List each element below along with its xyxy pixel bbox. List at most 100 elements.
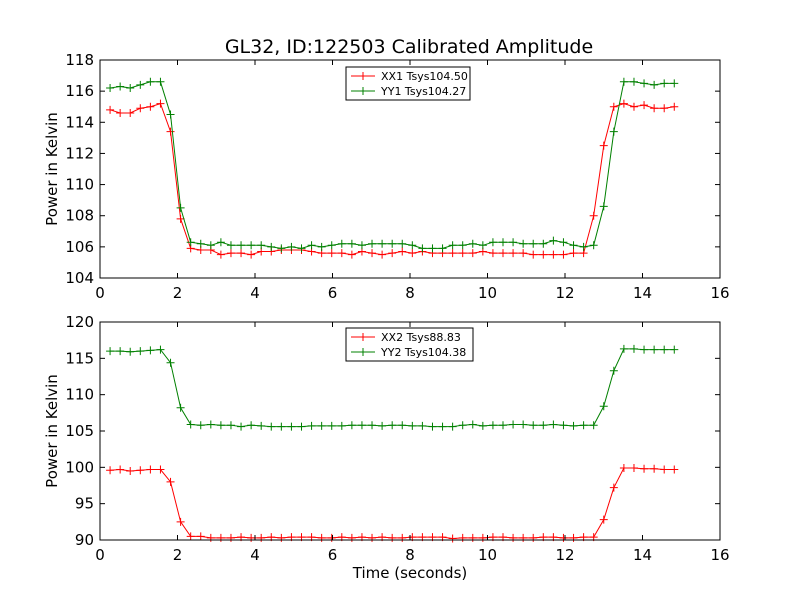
data-point [186,420,195,429]
x-tick-label: 4 [250,546,260,564]
data-point [277,244,286,253]
data-point [438,244,447,253]
legend: XX1 Tsys104.50 YY1 Tsys104.27 [345,66,471,101]
data-point [106,466,115,475]
data-point [247,421,256,430]
data-point [156,345,165,354]
data-point [237,241,246,250]
data-point [599,202,608,211]
data-point [539,421,548,430]
data-point [307,241,316,250]
data-point [408,241,417,250]
data-point [126,84,135,93]
data-point [368,421,377,430]
y-tick-label: 108 [65,207,94,225]
legend-label: YY2 Tsys104.38 [380,346,466,359]
data-point [448,241,457,250]
data-point [448,534,457,543]
data-point [609,366,618,375]
data-point [650,104,659,113]
data-point [398,247,407,256]
y-tick-label: 104 [65,269,94,287]
data-point [146,102,155,111]
data-point [609,483,618,492]
y-axis-label: Power in Kelvin [43,374,61,488]
data-point [589,211,598,220]
legend-box [345,327,474,362]
data-point [418,244,427,253]
data-point [509,420,518,429]
data-point [216,421,225,430]
data-point [529,239,538,248]
series-0 [106,99,679,259]
legend-entry-0: XX1 Tsys104.50 [351,70,468,83]
legend-label: YY1 Tsys104.27 [380,85,466,98]
data-point [650,464,659,473]
data-point [206,241,215,250]
data-point [337,249,346,258]
data-point [337,421,346,430]
data-point [116,347,125,356]
data-point [307,421,316,430]
data-point [146,77,155,86]
x-tick-label: 10 [478,546,497,564]
legend-entry-0: XX2 Tsys88.83 [351,331,461,344]
y-tick-label: 118 [65,51,94,69]
data-point [347,239,356,248]
series-1 [106,77,679,253]
legend-label: XX1 Tsys104.50 [381,70,468,83]
data-point [539,250,548,259]
data-point [398,421,407,430]
data-point [559,421,568,430]
bottom-chart-panel: 0 2 4 6 8 10 12 14 16 90 95 100 105 110 115 120 Power in… [43,313,730,582]
x-tick-label: 0 [95,284,105,302]
data-point [116,82,125,91]
y-tick-label: 110 [65,176,94,194]
data-point [226,241,235,250]
data-point [549,236,558,245]
data-point [247,250,256,259]
data-point [549,420,558,429]
data-point [116,108,125,117]
data-point [287,422,296,431]
data-point [267,422,276,431]
data-point [388,421,397,430]
data-point [186,532,195,541]
legend-marker [359,72,367,80]
data-point [166,110,175,119]
data-point [519,239,528,248]
x-tick-label: 14 [633,284,652,302]
data-point [156,99,165,108]
y-tick-label: 110 [65,386,94,404]
data-point [156,77,165,86]
data-point [267,242,276,251]
x-tick-label: 16 [710,284,729,302]
data-point [650,345,659,354]
y-tick-label: 100 [65,458,94,476]
data-point [589,241,598,250]
top-chart-panel: 0 2 4 6 8 10 12 14 16 104 106 108 110 112 114 116 118 Pow… [43,51,730,302]
data-point [398,239,407,248]
data-point [428,244,437,253]
data-point [458,241,467,250]
y-tick-label: 105 [65,422,94,440]
data-point [529,421,538,430]
data-point [368,249,377,258]
data-point [136,80,145,89]
data-point [196,421,205,430]
data-point [166,127,175,136]
data-point [186,238,195,247]
data-point [428,422,437,431]
data-point [277,422,286,431]
data-point [317,421,326,430]
legend-entry-1: YY2 Tsys104.38 [351,346,466,359]
legend: XX2 Tsys88.83 YY2 Tsys104.38 [345,327,474,362]
y-tick-label: 120 [65,313,94,331]
data-point [478,241,487,250]
data-point [438,422,447,431]
data-point [569,421,578,430]
y-tick-label: 106 [65,238,94,256]
figure-title: GL32, ID:122503 Calibrated Amplitude [225,36,593,58]
data-point [650,80,659,89]
